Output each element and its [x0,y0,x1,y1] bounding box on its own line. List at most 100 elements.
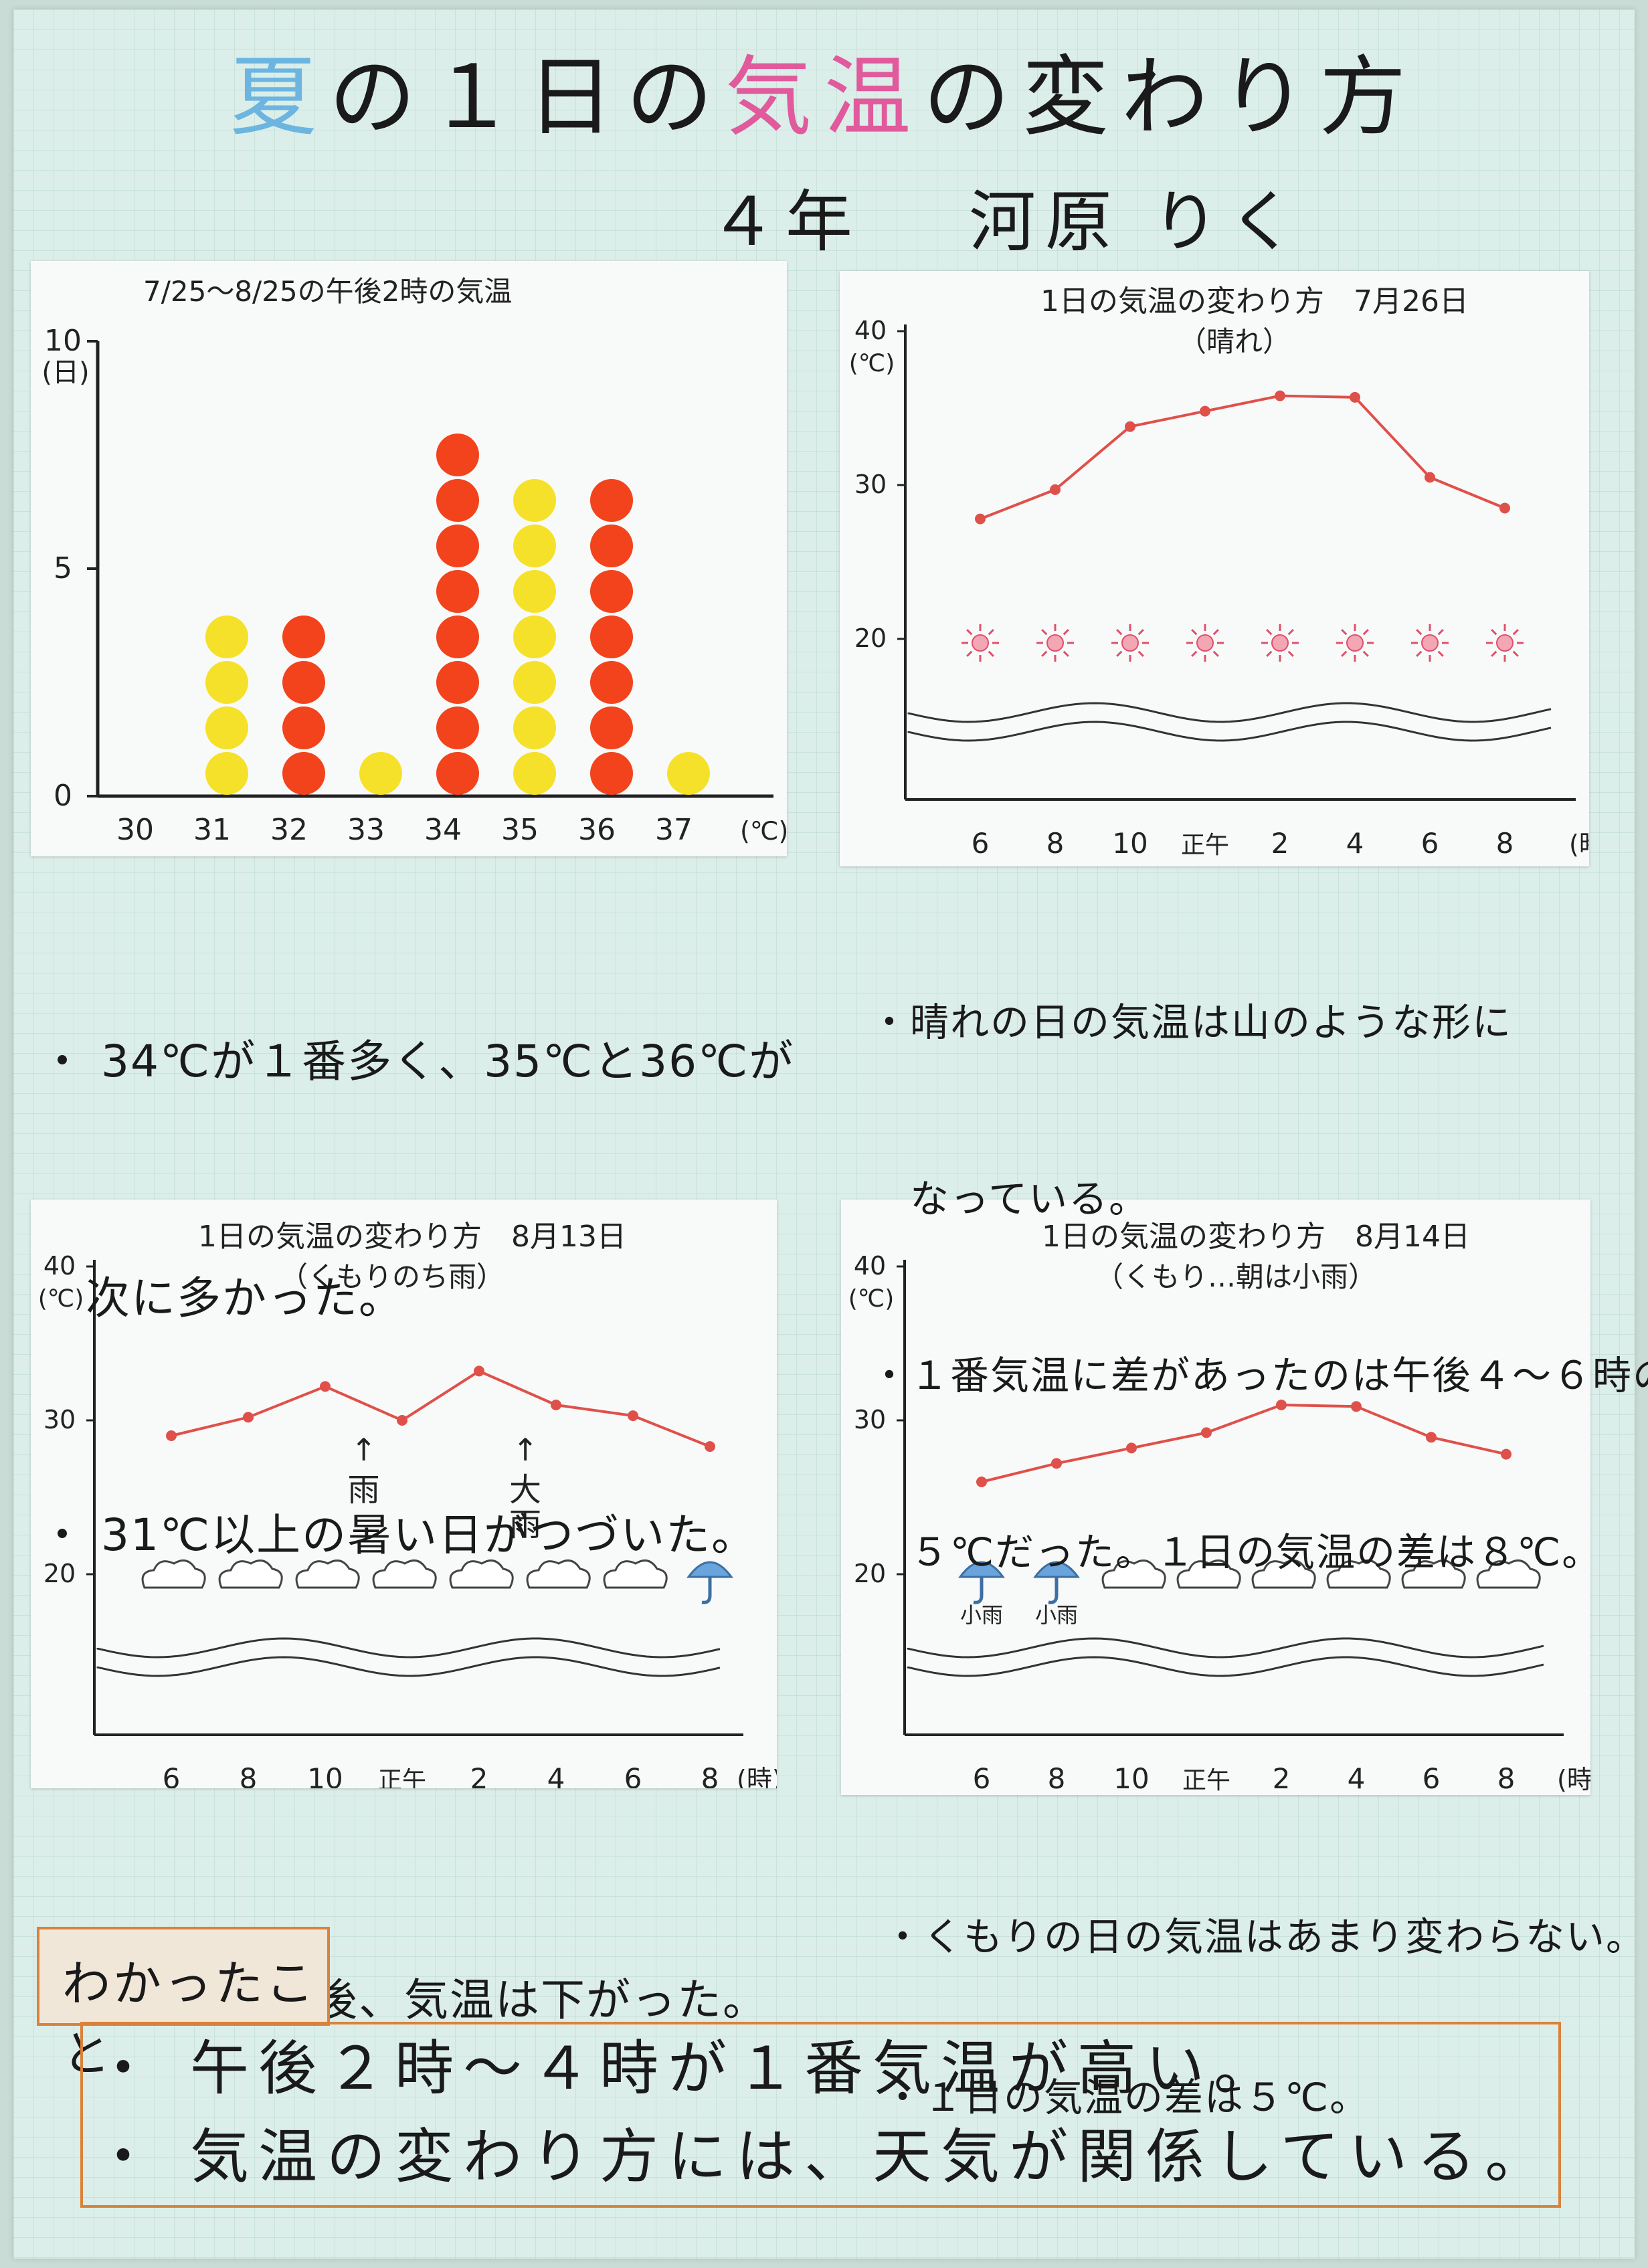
cloud-icon [295,1560,360,1589]
annotation-text: 雨 [347,1471,379,1509]
x-tick-label: 2 [470,1762,488,1788]
data-dot [590,661,633,704]
data-point [1276,1400,1287,1410]
note-line: ・１日の気温の差は５℃。 [883,2075,1370,2120]
series-line [981,1403,1507,1483]
data-point [1350,391,1360,403]
annotation-arrow: ↑ [351,1432,377,1468]
data-point [1126,1442,1137,1454]
title-part-temp: 気温 [725,46,923,148]
cloud-icon [1101,1560,1166,1589]
x-tick-label: 10 [307,1762,343,1788]
x-tick-label: 36 [578,813,616,847]
sun-ray [1437,650,1444,657]
data-point [976,1477,987,1487]
sun-ray [1362,650,1369,657]
data-dot [590,525,633,567]
data-point [1201,1427,1212,1438]
panel-line-chart-aug13: 1日の気温の変わり方 8月13日 （くもりのち雨） 20 30 40 (℃) 6 8 10 正午 2… [31,1200,777,1788]
author-grade: ４年 [709,183,862,261]
line-chart-aug13: 1日の気温の変わり方 8月13日 （くもりのち雨） 20 30 40 (℃) 6 8 10 正午 2… [38,1220,777,1788]
conclusion-box: ・ 午後２時〜４時が１番気温が高い。 ・ 気温の変わり方には、天気が関係している… [80,2022,1561,2208]
sun-ray [1063,629,1069,636]
y-tick-label: 40 [43,1251,76,1281]
x-unit-label: (時) [1557,1765,1590,1794]
cloud-icon [449,1560,514,1589]
y-tick-label: 0 [54,779,72,813]
sun-icon [1421,634,1439,652]
sun-ray [988,650,994,657]
sun-icon [1496,634,1514,652]
x-tick-label: 4 [547,1762,565,1788]
x-tick-label: 8 [1496,827,1514,860]
sun-ray [1287,629,1294,636]
chart-title: 1日の気温の変わり方 8月14日 [1042,1220,1470,1254]
data-dot [513,479,556,522]
data-dot [436,706,479,749]
panel-dot-chart: 7/25〜8/25の午後2時の気温 0 5 10 (日) 30 31 32 33 34 35 36 37… [31,261,787,856]
sun-ray [1116,650,1123,657]
data-point [243,1412,254,1423]
chart-subtitle: （くもりのち雨） [280,1260,505,1293]
x-tick-label: 33 [347,813,385,847]
sun-ray [966,650,973,657]
data-point [1275,390,1285,401]
dot-chart: 7/25〜8/25の午後2時の気温 0 5 10(日) 30 31 32 33 34 35 36 37… [41,275,787,847]
sun-ray [1512,650,1519,657]
y-unit-label: (℃) [849,350,895,377]
x-tick-label: 6 [624,1762,642,1788]
sun-ray [1437,629,1444,636]
page-title: 夏の１日の気温の変わり方 [0,27,1648,153]
umbrella-handle [973,1577,984,1604]
data-point [551,1400,561,1410]
cloud-icon [1251,1560,1316,1589]
chart-title: 1日の気温の変わり方 7月26日 [1040,284,1469,318]
x-tick-label: 10 [1112,827,1148,860]
sun-ray [988,629,994,636]
ground-wave [907,1637,1544,1659]
cloud-icon [372,1560,437,1589]
x-tick-label: 4 [1348,1762,1366,1795]
ground-wave [907,702,1552,723]
sun-ray [1491,629,1497,636]
sun-ray [1512,629,1519,636]
x-tick-label: 32 [270,813,308,847]
umbrella-icon [686,1561,733,1578]
annotation-text: 大 [509,1471,541,1509]
notes-panel4: ・くもりの日の気温はあまり変わらない。 ・１日の気温の差は５℃。 [883,1803,1646,2178]
data-point [1200,405,1210,417]
ground-wave [96,1656,721,1677]
x-tick-label: 2 [1273,1762,1291,1795]
note-line: ・ 34℃が１番多く、35℃と36℃が [40,1036,795,1087]
data-dot [590,752,633,795]
x-tick-label: 8 [701,1762,719,1788]
notes-panel1: ・ 34℃が１番多く、35℃と36℃が 次に多かった。 ・ 31℃以上の暑い日が… [40,864,794,1654]
data-dot [436,752,479,795]
data-dot [436,434,479,476]
data-point [1050,484,1061,495]
data-dot [282,661,325,704]
note-line: ・１番気温に差があったのは午後４〜６時の [870,1353,1648,1398]
data-dot [205,752,248,795]
sun-ray [1341,650,1348,657]
sun-ray [1063,650,1069,657]
cloud-icon [526,1560,591,1589]
data-dot [590,616,633,658]
cloud-icon [141,1560,206,1589]
data-point [1501,1448,1512,1460]
sun-ray [1266,650,1273,657]
y-tick-label: 40 [854,316,887,345]
sun-ray [1212,629,1219,636]
data-dot [513,661,556,704]
y-tick-label: 20 [43,1559,76,1588]
x-unit-label: (℃) [740,816,787,846]
x-unit-label: (時) [1569,830,1589,859]
sun-icon [1271,634,1289,652]
x-tick-label: 31 [193,813,231,847]
x-tick-label: 正午 [1181,832,1229,859]
data-dot [513,616,556,658]
y-tick-label: 20 [854,624,887,653]
y-tick-label: 20 [854,1559,886,1588]
sun-icon [1046,634,1064,652]
title-part-2: の１日の [329,46,725,148]
